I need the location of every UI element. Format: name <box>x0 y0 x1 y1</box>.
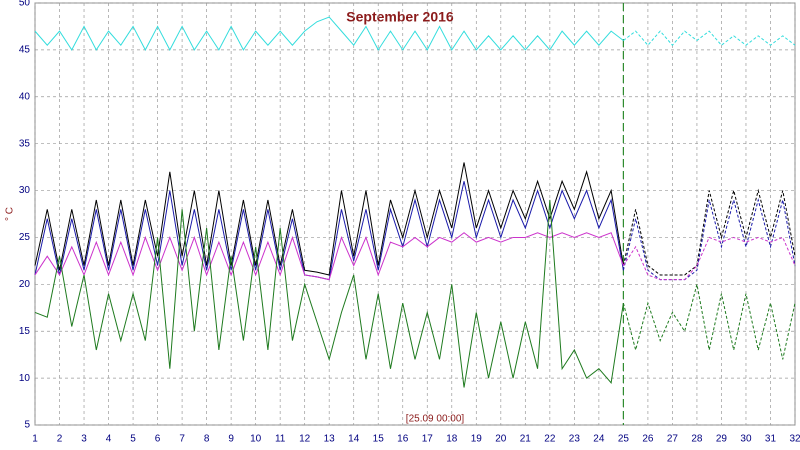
x-tick-label: 23 <box>569 434 581 445</box>
x-tick-label: 2 <box>57 434 63 445</box>
x-tick-label: 31 <box>765 434 777 445</box>
x-tick-label: 1 <box>32 434 38 445</box>
x-tick-label: 8 <box>204 434 210 445</box>
series-line <box>34 232 624 281</box>
x-tick-label: 5 <box>130 434 136 445</box>
x-tick-label: 30 <box>740 434 752 445</box>
series-line <box>622 236 796 281</box>
x-tick-label: 26 <box>642 434 654 445</box>
plot-frame <box>34 2 796 426</box>
x-tick-label: 12 <box>299 434 311 445</box>
x-tick-label: 29 <box>716 434 728 445</box>
series-line <box>622 284 796 360</box>
x-tick-label: 19 <box>471 434 483 445</box>
chart-title: September 2016 <box>346 9 454 25</box>
x-tick-label: 6 <box>155 434 161 445</box>
x-tick-label: 18 <box>446 434 458 445</box>
y-tick-label: 20 <box>19 279 31 290</box>
y-tick-label: 5 <box>24 420 30 431</box>
y-tick-label: 40 <box>19 91 31 102</box>
x-tick-label: 32 <box>789 434 800 445</box>
series-line <box>34 199 624 388</box>
x-tick-label: 9 <box>228 434 234 445</box>
series-line <box>34 162 624 276</box>
y-tick-label: 30 <box>19 185 31 196</box>
y-tick-label: 50 <box>19 0 31 9</box>
y-axis-label: ° C <box>5 207 16 221</box>
x-tick-label: 25 <box>618 434 630 445</box>
x-tick-label: 13 <box>324 434 336 445</box>
series-line <box>34 16 624 51</box>
y-tick-label: 15 <box>19 326 31 337</box>
x-tick-label: 4 <box>106 434 112 445</box>
x-tick-label: 10 <box>250 434 262 445</box>
x-tick-label: 28 <box>691 434 703 445</box>
x-tick-label: 27 <box>667 434 679 445</box>
marker-label: [25.09 00:00] <box>406 414 465 425</box>
y-tick-label: 45 <box>19 45 31 56</box>
series-line <box>623 30 796 46</box>
series-line <box>622 188 796 276</box>
x-tick-label: 7 <box>179 434 185 445</box>
x-tick-label: 17 <box>422 434 434 445</box>
y-tick-label: 10 <box>19 373 31 384</box>
x-tick-label: 3 <box>81 434 87 445</box>
x-tick-label: 22 <box>544 434 556 445</box>
x-tick-label: 14 <box>348 434 360 445</box>
x-tick-label: 15 <box>373 434 385 445</box>
x-tick-label: 16 <box>397 434 409 445</box>
x-tick-label: 24 <box>593 434 605 445</box>
series-line <box>622 197 796 281</box>
x-tick-label: 21 <box>520 434 532 445</box>
x-tick-label: 11 <box>275 434 286 445</box>
y-tick-label: 35 <box>19 138 31 149</box>
y-tick-label: 25 <box>19 232 31 243</box>
x-tick-label: 20 <box>495 434 507 445</box>
